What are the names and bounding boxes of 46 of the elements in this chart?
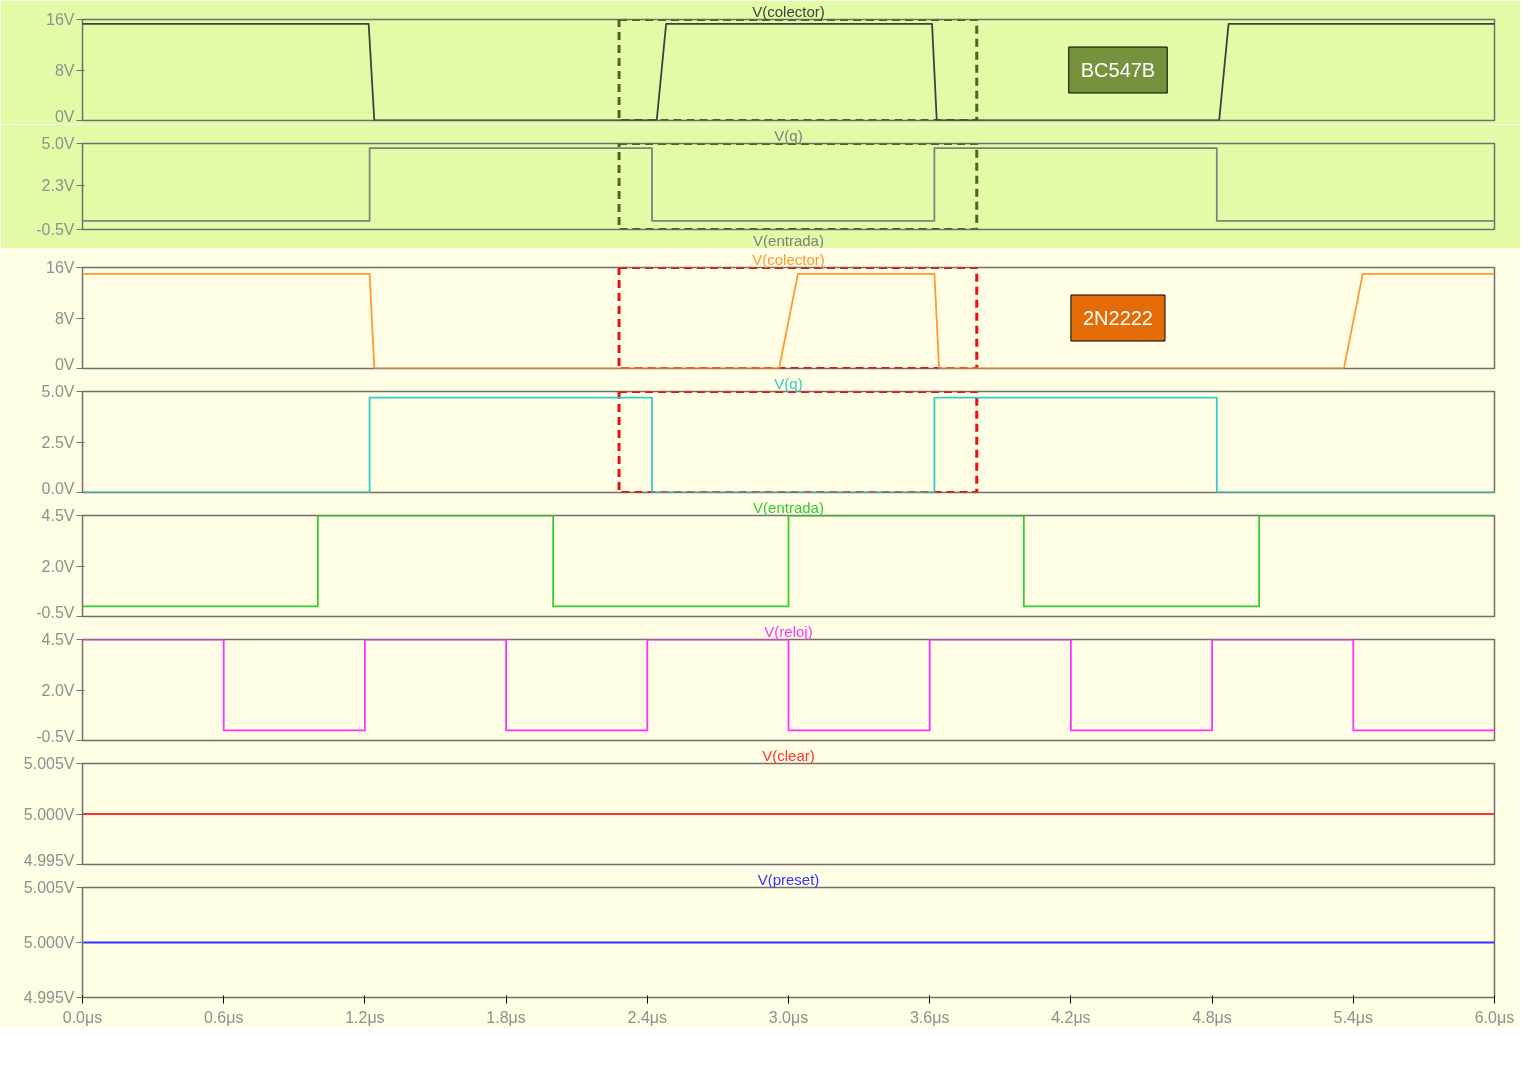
chart-title: V(colector) <box>752 2 825 20</box>
y-tick-label: 5.005V <box>23 879 75 896</box>
text: V(entrada) <box>753 231 824 249</box>
y-tick-label: 4.5V <box>41 507 75 524</box>
x-tick-label: 6.0μs <box>1474 1008 1515 1026</box>
chart-title: V(entrada) <box>753 498 824 516</box>
chart-title: V(colector) <box>752 250 825 268</box>
y-tick-label: -0.5V <box>36 603 75 621</box>
y-tick-label: 2.0V <box>41 557 75 575</box>
y-tick-label: 0V <box>54 107 75 125</box>
y-tick-label: 0.0V <box>41 479 75 497</box>
x-tick-label: 2.4μs <box>627 1008 668 1026</box>
annotation: 2N2222 <box>1082 307 1153 329</box>
x-tick-label: 5.4μs <box>1333 1008 1374 1026</box>
x-tick-label: 4.8μs <box>1192 1008 1232 1026</box>
y-tick-label: 8V <box>54 61 75 79</box>
y-tick-label: -0.5V <box>36 727 75 745</box>
chart-title: V(q) <box>774 126 803 144</box>
y-tick-label: 5.000V <box>23 934 75 951</box>
x-tick-label: 3.6μs <box>909 1008 950 1026</box>
y-tick-label: 5.0V <box>41 383 75 400</box>
y-tick-label: 4.995V <box>23 989 75 1006</box>
y-tick-label: 2.0V <box>41 681 75 699</box>
annotation: BC547B <box>1080 59 1156 81</box>
y-tick-label: 5.005V <box>23 755 75 772</box>
chart-title: V(q) <box>774 374 803 392</box>
x-tick-label: 1.8μs <box>486 1008 526 1026</box>
y-tick-label: 2.3V <box>41 177 75 195</box>
chart-title: V(reloj) <box>764 622 813 640</box>
chart-title: V(clear) <box>762 746 815 764</box>
chart-title: V(preset) <box>757 870 820 888</box>
y-tick-label: 5.0V <box>41 135 75 152</box>
x-tick-label: 3.0μs <box>768 1008 809 1026</box>
y-tick-label: 16V <box>46 11 75 28</box>
y-tick-label: 16V <box>46 259 75 276</box>
y-tick-label: 0V <box>54 355 75 373</box>
y-tick-label: 4.5V <box>41 631 75 648</box>
y-tick-label: -0.5V <box>36 221 75 238</box>
y-tick-label: 5.000V <box>23 805 75 823</box>
y-tick-label: 8V <box>54 309 75 327</box>
x-tick-label: 0.6μs <box>203 1008 244 1026</box>
x-tick-label: 1.2μs <box>345 1008 385 1026</box>
y-tick-label: 2.5V <box>41 433 75 451</box>
x-tick-label: 0.0μs <box>62 1008 103 1026</box>
y-tick-label: 4.995V <box>23 851 75 869</box>
x-tick-label: 4.2μs <box>1051 1008 1091 1026</box>
